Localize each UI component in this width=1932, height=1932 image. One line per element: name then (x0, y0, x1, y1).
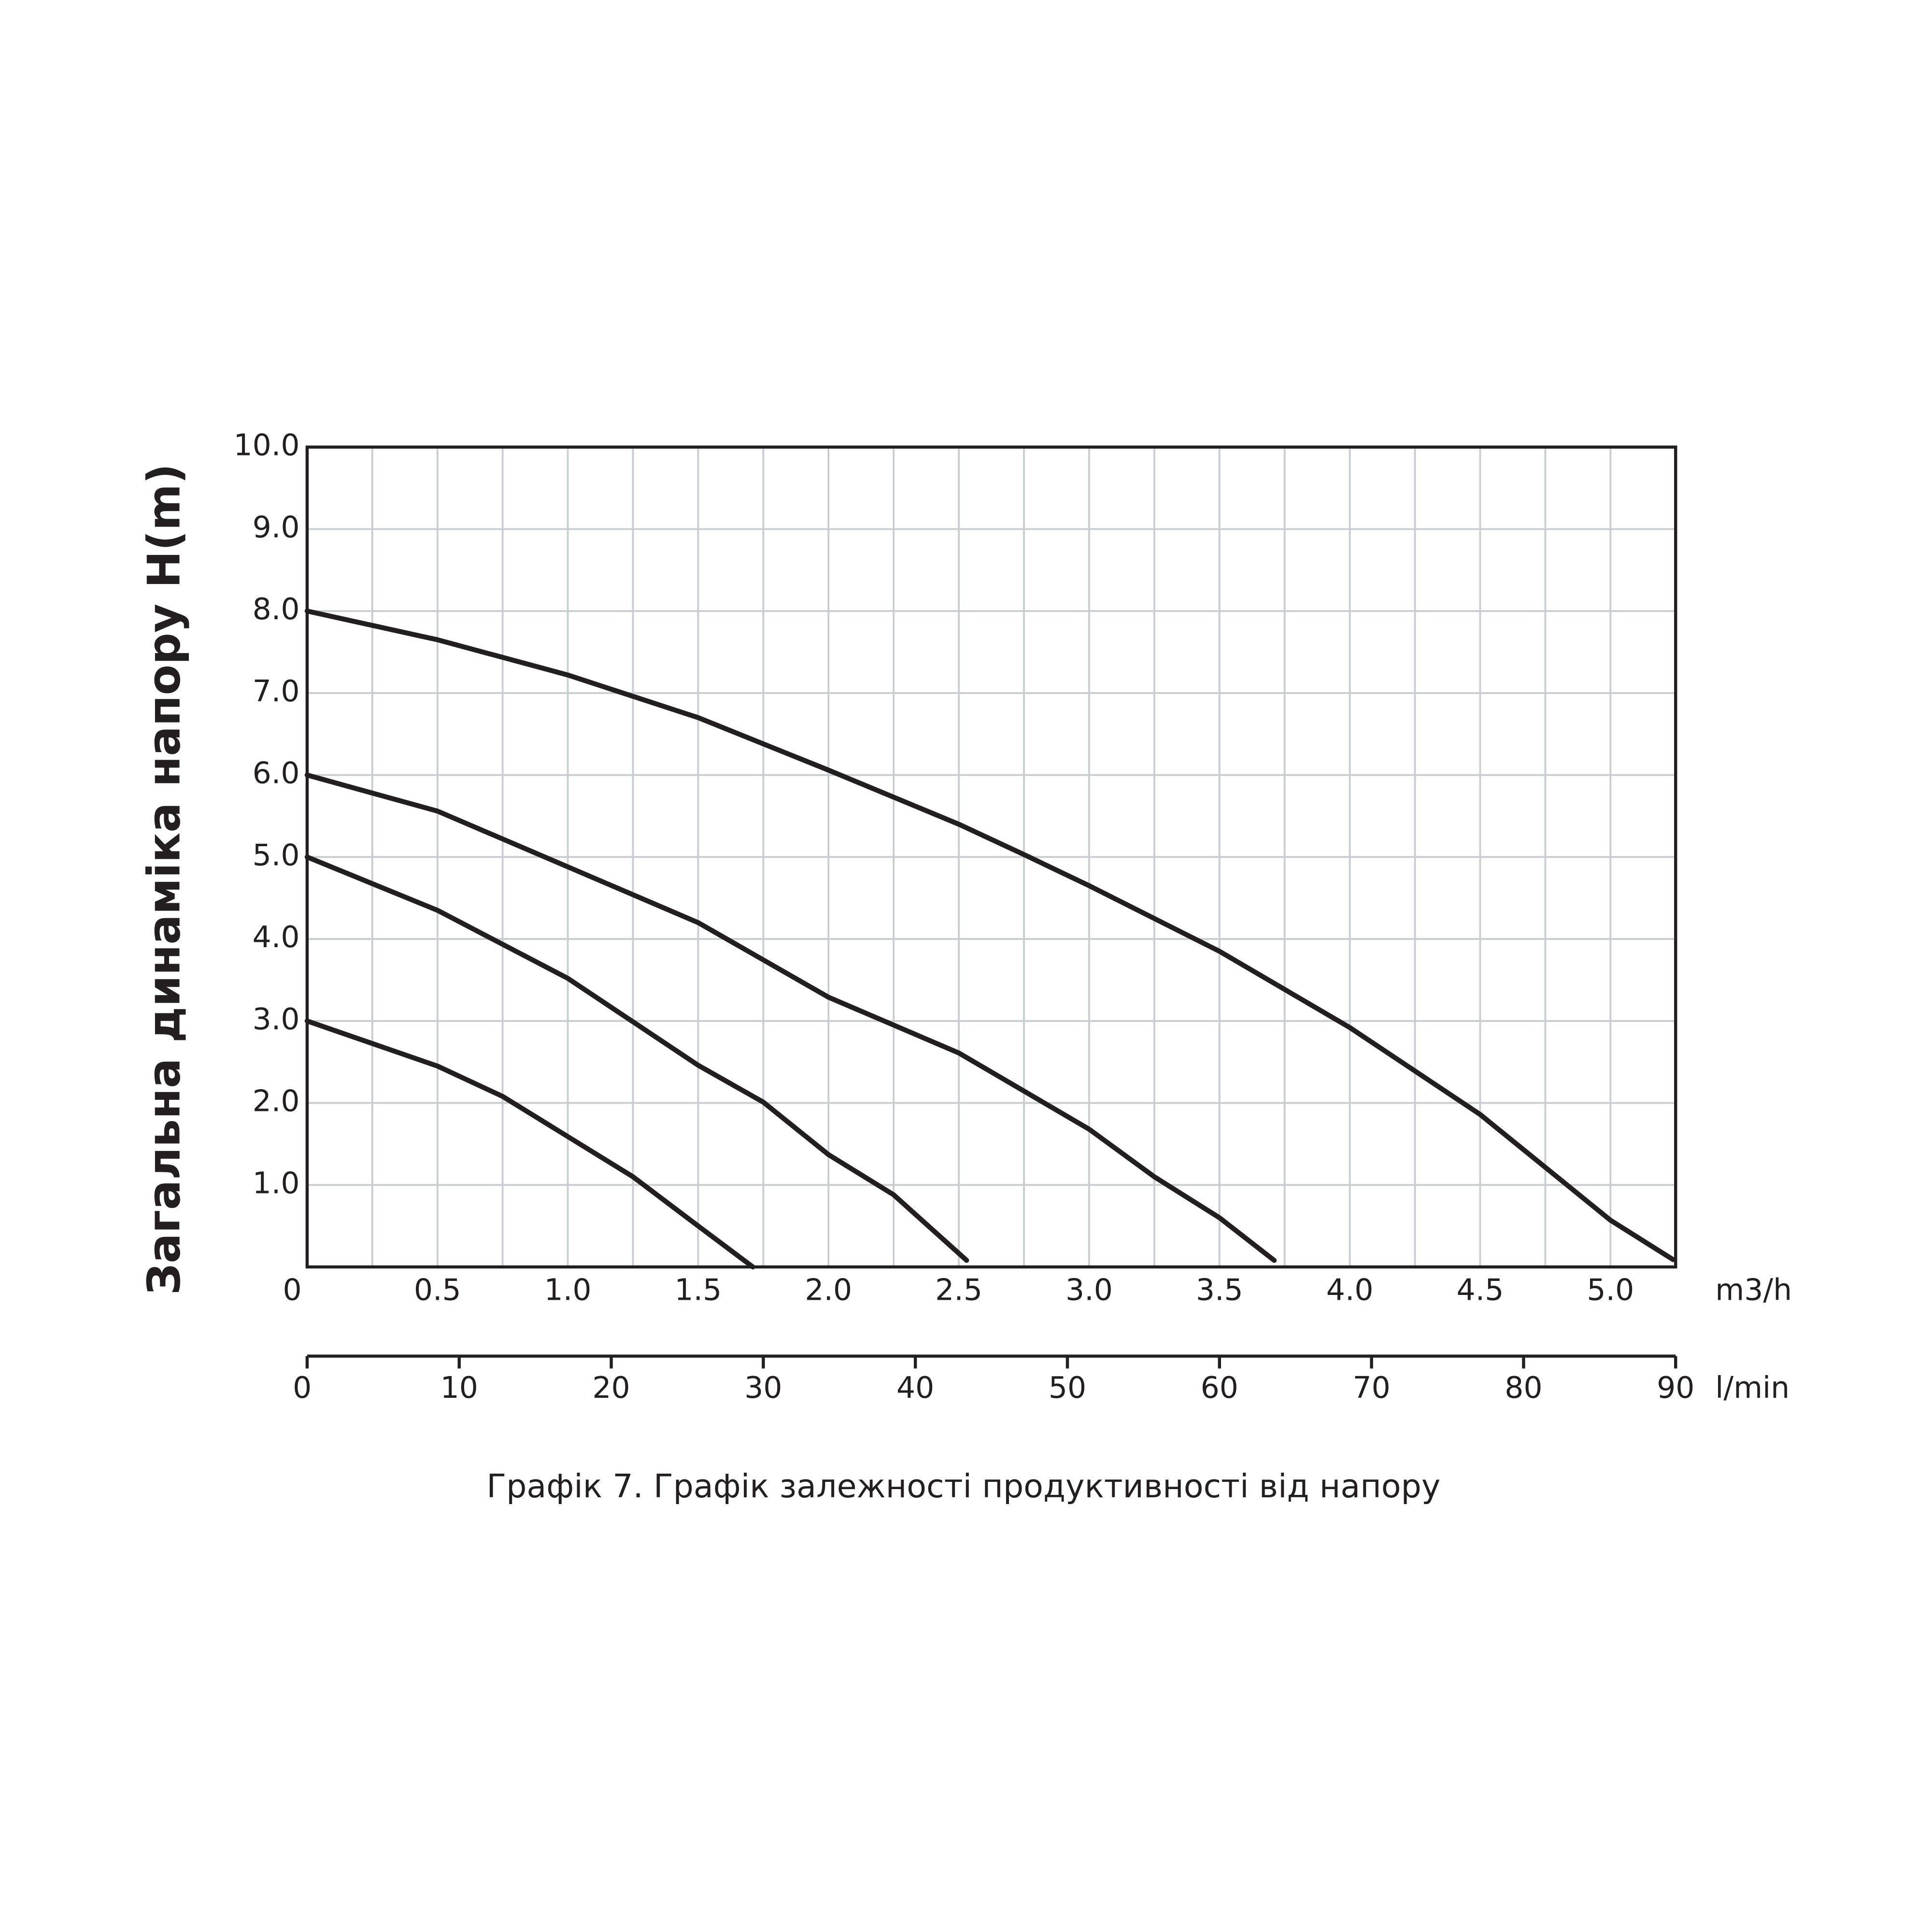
x2-tick-label: 90 (1657, 1370, 1694, 1405)
x2-tick-label: 50 (1049, 1370, 1086, 1405)
x2-tick-label: 10 (440, 1370, 478, 1405)
pump-curve (304, 1018, 755, 1270)
x2-tick-label: 70 (1352, 1370, 1390, 1405)
caption: Графік 7. Графік залежності продуктивнос… (486, 1467, 1440, 1505)
y-tick-label: 6.0 (253, 756, 300, 791)
y-tick-label: 1.0 (253, 1165, 300, 1200)
y-tick-label: 8.0 (253, 592, 300, 626)
x2-tick-label: 30 (744, 1370, 782, 1405)
y-tick-label: 2.0 (253, 1084, 300, 1119)
x2-tick-label: 80 (1505, 1370, 1542, 1405)
x-tick-label: 3.0 (1065, 1272, 1113, 1307)
y-tick-label: 9.0 (253, 510, 300, 544)
pump-curve (304, 609, 1676, 1262)
x2-axis-unit: l/min (1715, 1370, 1790, 1405)
x2-tick-label: 40 (896, 1370, 934, 1405)
x-tick-label: 4.0 (1326, 1272, 1374, 1307)
y-tick-label: 7.0 (253, 674, 300, 709)
x2-tick-label: 20 (592, 1370, 630, 1405)
x-tick-label: 5.0 (1587, 1272, 1634, 1307)
x-tick-label: 3.5 (1196, 1272, 1243, 1307)
pump-curve (304, 854, 969, 1263)
y-tick-label: 5.0 (253, 838, 300, 872)
x2-tick-label: 60 (1201, 1370, 1238, 1405)
x-tick-label: 2.5 (935, 1272, 982, 1307)
x-tick-label: 1.5 (674, 1272, 722, 1307)
x-tick-label: 4.5 (1457, 1272, 1504, 1307)
x-tick-label: 0.5 (414, 1272, 461, 1307)
y-tick-label: 4.0 (253, 920, 300, 954)
y-tick-label: 3.0 (253, 1002, 300, 1037)
x-tick-label: 0 (283, 1272, 302, 1307)
y-tick-label: 10.0 (234, 428, 300, 463)
x-tick-label: 1.0 (544, 1272, 592, 1307)
pump-curve (304, 772, 1277, 1263)
x2-tick-label: 0 (293, 1370, 312, 1405)
y-axis-title: Загальна динаміка напору H(m) (138, 464, 190, 1295)
x-tick-label: 2.0 (805, 1272, 852, 1307)
x-axis-unit: m3/h (1715, 1272, 1792, 1307)
